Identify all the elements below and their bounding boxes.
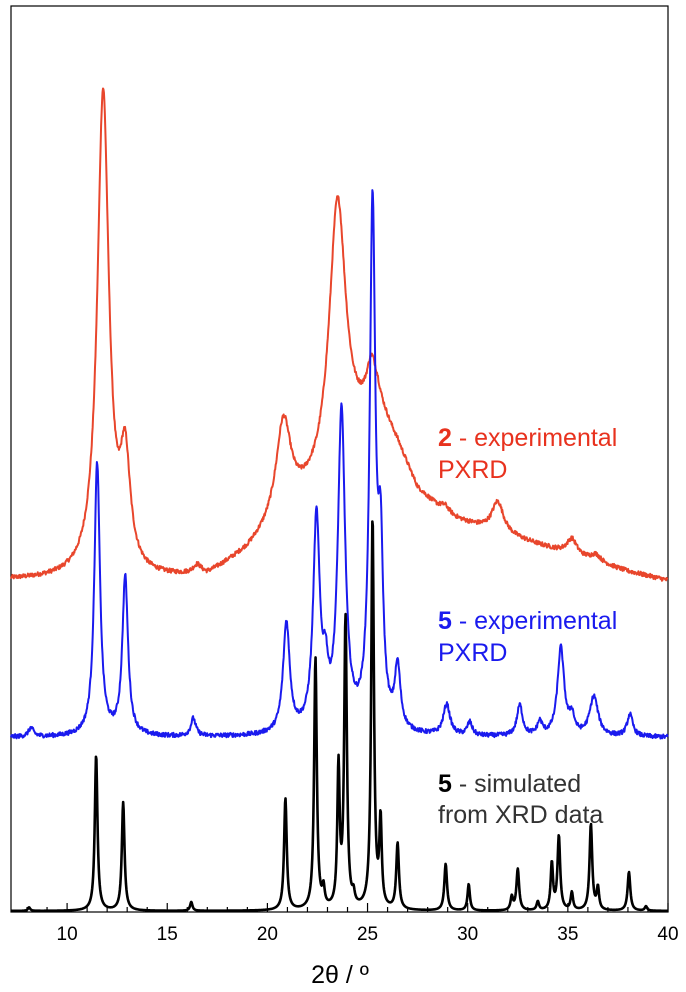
series-5-experimental [10,189,669,740]
annotations: 2 - experimental PXRD 5 - experimental PXRD… [438,424,617,829]
series-2-experimental [10,87,669,582]
series-layer [10,87,669,913]
annotation-5exp-line1: 5 - experimental [438,607,617,635]
x-tick-label: 35 [557,924,578,945]
annotation-2-line2: PXRD [438,456,507,484]
x-tick-label: 40 [657,924,678,945]
annotation-5sim-number: 5 [438,770,452,798]
x-tick-label: 30 [457,924,478,945]
annotation-5exp-text: - experimental [452,607,617,635]
x-axis-ticks: 10 15 20 25 30 35 40 [26,903,679,945]
plot-frame [10,5,669,913]
x-tick-label: 10 [57,924,78,945]
annotation-5exp-line2: PXRD [438,639,507,667]
annotation-5sim-line2: from XRD data [438,801,603,829]
annotation-5exp-number: 5 [438,607,452,635]
annotation-2-line1: 2 - experimental [438,424,617,452]
annotation-2-number: 2 [438,424,452,452]
series-5-simulated [10,520,669,913]
annotation-5sim-line1: 5 - simulated [438,770,581,798]
x-tick-label: 25 [357,924,378,945]
annotation-2-text: - experimental [452,424,617,452]
x-tick-label: 20 [257,924,278,945]
x-axis-label: 2θ / º [311,961,369,989]
x-tick-label: 15 [157,924,178,945]
annotation-5sim-text: - simulated [452,770,581,798]
